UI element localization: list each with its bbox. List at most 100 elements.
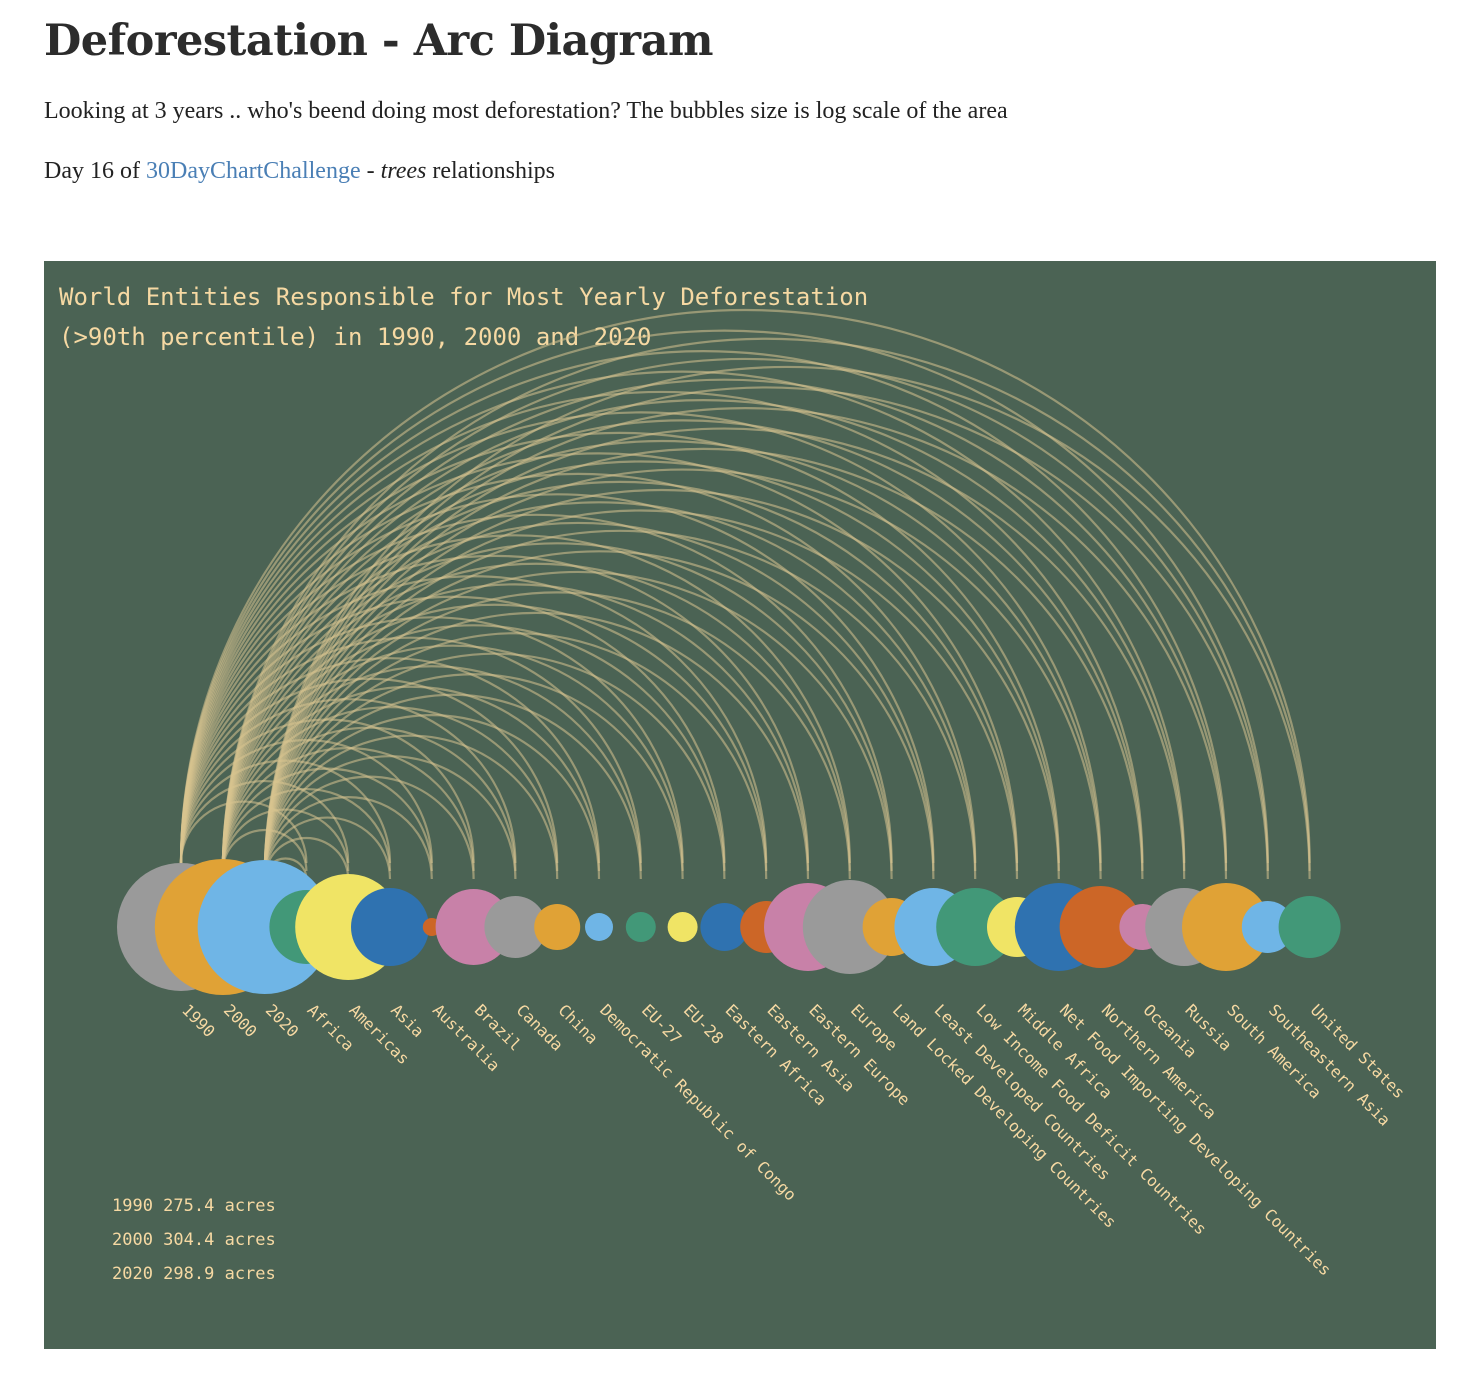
- arc-net-food-importing-developing-countries-2020: [263, 488, 1060, 880]
- arc-eastern-africa-2000: [221, 624, 726, 872]
- total-2020: 2020 298.9 acres: [112, 1264, 276, 1284]
- total-1990: 1990 275.4 acres: [112, 1196, 276, 1216]
- arc-southeastern-asia-2000: [221, 357, 1269, 872]
- challenge-suffix: relationships: [426, 158, 556, 184]
- bubble-canada: [484, 896, 547, 958]
- challenge-dash: -: [360, 158, 381, 184]
- page-description: Looking at 3 years .. who's beend doing …: [44, 98, 1008, 124]
- bubble-china: [534, 904, 581, 950]
- arc-democratic-republic-of-congo-1990: [179, 657, 601, 864]
- arc-australia-2020: [263, 796, 433, 880]
- arc-least-developed-countries-1990: [179, 493, 935, 864]
- nodes-layer: [117, 859, 1341, 995]
- arc-northern-america-2000: [221, 439, 1102, 872]
- arc-south-america-1990: [179, 349, 1228, 864]
- arc-brazil-2020: [263, 775, 475, 880]
- arc-united-states-1990: [179, 308, 1311, 864]
- arc-south-america-2020: [263, 406, 1228, 880]
- challenge-link[interactable]: 30DayChartChallenge: [145, 158, 361, 184]
- arcs-layer: [179, 308, 1311, 880]
- chart-title-line1: World Entities Responsible for Most Year…: [59, 283, 869, 311]
- bubble-united-states: [1278, 896, 1341, 958]
- label-1990: 1990: [178, 1000, 219, 1041]
- arc-eu-27-2020: [263, 693, 642, 880]
- arc-china-2020: [263, 734, 559, 880]
- arc-eu-27-2000: [221, 665, 642, 872]
- chart-title-line2: (>90th percentile) in 1990, 2000 and 202…: [59, 323, 652, 351]
- arc-land-locked-developing-countries-1990: [179, 513, 893, 864]
- arc-middle-africa-2000: [221, 480, 1019, 872]
- arc-europe-2000: [221, 562, 851, 872]
- arc-eu-27-1990: [179, 636, 642, 864]
- arc-oceania-2020: [263, 447, 1144, 880]
- arc-middle-africa-1990: [179, 452, 1019, 864]
- bubble-eastern-africa: [700, 903, 749, 951]
- totals-list: 1990 275.4 acres 2000 304.4 acres 2020 2…: [112, 1189, 276, 1291]
- challenge-italic: trees: [380, 158, 427, 184]
- arc-least-developed-countries-2000: [221, 521, 935, 872]
- arc-asia-2020: [263, 816, 392, 880]
- arc-canada-2020: [263, 755, 517, 880]
- arc-low-income-food-deficit-countries-2020: [263, 529, 977, 880]
- bubble-south-america: [1182, 883, 1270, 971]
- arc-africa-2000: [221, 829, 308, 872]
- arc-south-america-2000: [221, 378, 1228, 872]
- arc-northern-america-1990: [179, 411, 1102, 864]
- arc-net-food-importing-developing-countries-1990: [179, 431, 1060, 864]
- arc-southeastern-asia-1990: [179, 329, 1269, 864]
- total-2000: 2000 304.4 acres: [112, 1230, 276, 1250]
- arc-eastern-asia-2020: [263, 632, 768, 880]
- arc-eu-28-2020: [263, 673, 684, 880]
- arc-least-developed-countries-2020: [263, 550, 935, 880]
- bubble-asia: [351, 888, 429, 966]
- challenge-prefix: Day 16 of: [44, 158, 146, 184]
- label-2000: 2000: [220, 1000, 261, 1041]
- arc-land-locked-developing-countries-2000: [221, 542, 893, 872]
- arc-europe-2020: [263, 591, 851, 880]
- bubble-southeastern-asia: [1241, 901, 1294, 953]
- challenge-line: Day 16 of 30DayChartChallenge - trees re…: [44, 154, 1436, 188]
- arc-asia-2000: [221, 788, 392, 872]
- arc-australia-2000: [221, 767, 433, 872]
- arc-oceania-1990: [179, 390, 1144, 864]
- arc-net-food-importing-developing-countries-2000: [221, 460, 1060, 872]
- arc-eu-28-1990: [179, 616, 684, 864]
- label-eu-28: EU-28: [680, 1000, 727, 1047]
- label-2020: 2020: [262, 1000, 303, 1041]
- arc-canada-1990: [179, 698, 517, 864]
- arc-democratic-republic-of-congo-2000: [221, 685, 601, 872]
- chart-title: World Entities Responsible for Most Year…: [59, 277, 868, 357]
- bubble-northern-america: [1059, 886, 1142, 968]
- arc-southeastern-asia-2020: [263, 386, 1269, 880]
- arc-brazil-2000: [221, 747, 475, 872]
- arc-russia-1990: [179, 370, 1186, 864]
- arc-china-2000: [221, 706, 559, 872]
- arc-eastern-asia-2000: [221, 603, 768, 872]
- arc-australia-1990: [179, 739, 433, 864]
- page-header: Deforestation - Arc Diagram Looking at 3…: [44, 0, 1436, 188]
- arc-russia-2000: [221, 398, 1186, 872]
- bubble-eu-27: [625, 912, 656, 942]
- arc-eastern-europe-2000: [221, 583, 810, 872]
- arc-land-locked-developing-countries-2020: [263, 570, 893, 880]
- arc-americas-1990: [179, 780, 350, 864]
- arc-europe-1990: [179, 534, 851, 864]
- chart-panel: World Entities Responsible for Most Year…: [44, 261, 1436, 1349]
- arc-eastern-europe-2020: [263, 611, 810, 880]
- arc-northern-america-2020: [263, 468, 1102, 880]
- arc-eastern-europe-1990: [179, 554, 810, 864]
- arc-low-income-food-deficit-countries-1990: [179, 472, 977, 864]
- arc-middle-africa-2020: [263, 509, 1019, 880]
- arc-russia-2020: [263, 427, 1186, 880]
- arc-oceania-2000: [221, 419, 1144, 872]
- arc-low-income-food-deficit-countries-2000: [221, 501, 977, 872]
- bubble-eu-28: [667, 912, 698, 942]
- bubble-europe: [802, 880, 897, 974]
- arc-united-states-2020: [263, 365, 1311, 880]
- arc-eu-28-2000: [221, 644, 684, 872]
- arc-eastern-africa-2020: [263, 652, 726, 880]
- arc-united-states-2000: [221, 337, 1311, 872]
- page-title: Deforestation - Arc Diagram: [44, 16, 713, 66]
